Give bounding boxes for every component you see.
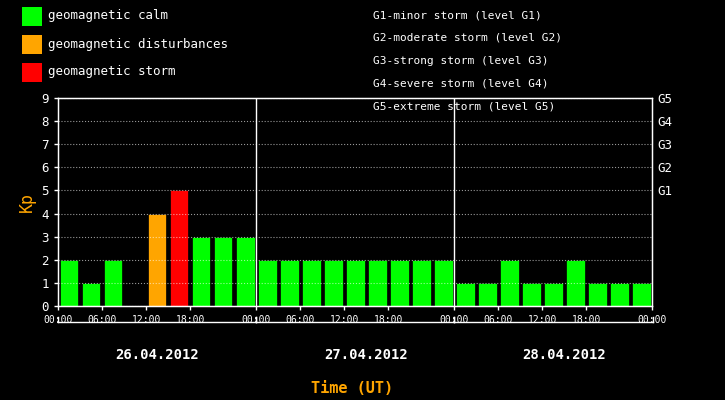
Bar (522, 283, 541, 306)
Bar (104, 260, 123, 306)
Bar (456, 283, 475, 306)
Bar (500, 260, 518, 306)
Bar (434, 260, 452, 306)
Bar (324, 260, 343, 306)
Text: G1-minor storm (level G1): G1-minor storm (level G1) (373, 10, 542, 20)
Bar (346, 260, 365, 306)
Bar (236, 237, 254, 306)
Text: geomagnetic calm: geomagnetic calm (48, 10, 168, 22)
Bar (544, 283, 563, 306)
Bar (368, 260, 386, 306)
Bar (258, 260, 276, 306)
Bar (478, 283, 497, 306)
Bar (566, 260, 585, 306)
Text: 28.04.2012: 28.04.2012 (523, 348, 606, 362)
Bar (214, 237, 233, 306)
Bar (302, 260, 320, 306)
Bar (280, 260, 299, 306)
Bar (610, 283, 629, 306)
Bar (390, 260, 409, 306)
Text: G4-severe storm (level G4): G4-severe storm (level G4) (373, 78, 549, 88)
Bar (588, 283, 607, 306)
Bar (59, 260, 78, 306)
Bar (412, 260, 431, 306)
Bar (82, 283, 100, 306)
Text: G3-strong storm (level G3): G3-strong storm (level G3) (373, 56, 549, 66)
Text: geomagnetic storm: geomagnetic storm (48, 66, 175, 78)
Text: 27.04.2012: 27.04.2012 (324, 348, 408, 362)
Y-axis label: Kp: Kp (18, 192, 36, 212)
Text: G2-moderate storm (level G2): G2-moderate storm (level G2) (373, 33, 563, 43)
Text: 26.04.2012: 26.04.2012 (115, 348, 199, 362)
Text: Time (UT): Time (UT) (310, 381, 393, 396)
Bar (191, 237, 210, 306)
Bar (632, 283, 651, 306)
Bar (148, 214, 167, 306)
Text: G5-extreme storm (level G5): G5-extreme storm (level G5) (373, 101, 555, 111)
Text: geomagnetic disturbances: geomagnetic disturbances (48, 38, 228, 50)
Bar (170, 190, 188, 306)
